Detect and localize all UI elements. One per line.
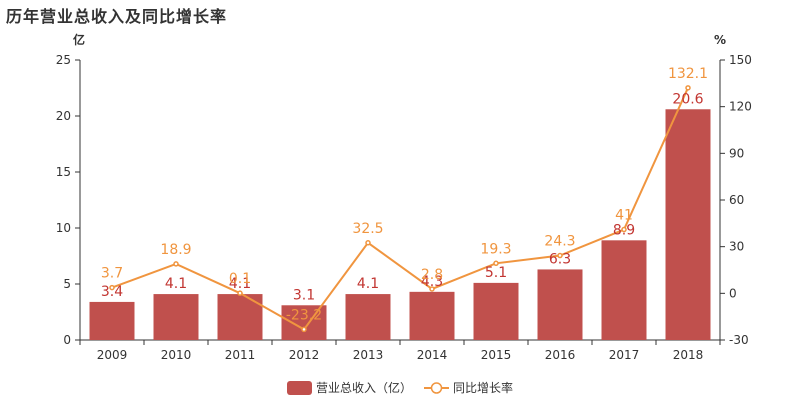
x-tick-label: 2014 bbox=[417, 348, 448, 362]
y-tick-label-right: 90 bbox=[729, 146, 744, 160]
bar-value-label: 3.4 bbox=[101, 284, 123, 300]
line-point bbox=[493, 260, 499, 267]
x-tick-label: 2016 bbox=[545, 348, 576, 362]
line-value-label: 32.5 bbox=[352, 221, 383, 237]
y-axis-left-unit: 亿 bbox=[73, 32, 85, 47]
line-value-label: 2.8 bbox=[421, 267, 443, 283]
line-point bbox=[365, 240, 371, 246]
y-tick-label-left: 20 bbox=[56, 109, 71, 123]
line-value-label: 18.9 bbox=[160, 242, 191, 258]
y-tick-label-left: 10 bbox=[56, 221, 71, 235]
line-value-label: -23.2 bbox=[286, 307, 322, 323]
bar-value-label: 4.1 bbox=[357, 276, 379, 292]
bar bbox=[409, 291, 455, 340]
x-tick-label: 2017 bbox=[609, 348, 640, 362]
x-tick-label: 2015 bbox=[481, 348, 512, 362]
legend-line-marker[interactable] bbox=[430, 382, 443, 394]
x-tick-label: 2012 bbox=[289, 348, 320, 362]
bar bbox=[89, 301, 135, 340]
y-tick-label-left: 15 bbox=[56, 165, 71, 179]
x-tick-label: 2009 bbox=[97, 348, 128, 362]
bar-value-label: 4.3 bbox=[421, 274, 443, 290]
line-value-label: 41 bbox=[615, 208, 633, 224]
line-point bbox=[109, 284, 115, 291]
line-value-label: 19.3 bbox=[480, 241, 511, 257]
bar bbox=[537, 269, 583, 340]
bar-value-label: 3.1 bbox=[293, 287, 315, 303]
line-point bbox=[173, 261, 179, 267]
line-point bbox=[301, 326, 307, 333]
line-value-label: 132.1 bbox=[668, 66, 708, 82]
line-path bbox=[111, 87, 689, 331]
line-point bbox=[429, 286, 435, 292]
y-tick-label-right: 150 bbox=[729, 53, 752, 67]
bar bbox=[153, 294, 199, 340]
bar bbox=[665, 109, 711, 340]
bar bbox=[281, 305, 327, 340]
data-labels: 3.4 4.1 4.1 3.1 4.1 4.3 5.1 6.3 8.9 20.6 3.7 18.9 0.… bbox=[101, 66, 708, 324]
bar-value-label: 4.1 bbox=[229, 276, 251, 292]
bar-value-label: 4.1 bbox=[165, 276, 187, 292]
line-value-label: 0.1 bbox=[229, 271, 251, 287]
bar bbox=[345, 294, 391, 340]
y-tick-label-left: 0 bbox=[63, 333, 71, 347]
line-value-label: 3.7 bbox=[101, 266, 123, 282]
y-tick-label-left: 25 bbox=[56, 53, 71, 67]
bar-value-label: 6.3 bbox=[549, 251, 571, 267]
y-tick-label-right: -30 bbox=[729, 333, 749, 347]
x-tick-label: 2013 bbox=[353, 348, 384, 362]
y-tick-label-right: 120 bbox=[729, 100, 752, 114]
bar-value-label: 8.9 bbox=[613, 222, 635, 238]
y-tick-label-right: 0 bbox=[729, 286, 737, 300]
x-tick-label: 2010 bbox=[161, 348, 192, 362]
chart-title: 历年营业总收入及同比增长率 bbox=[6, 7, 228, 26]
line-value-label: 24.3 bbox=[544, 234, 575, 250]
x-tick-label: 2018 bbox=[673, 348, 704, 362]
bar-value-label: 5.1 bbox=[485, 265, 507, 281]
legend[interactable]: 营业总收入（亿） 同比增长率 bbox=[287, 380, 513, 395]
x-tick-label: 2011 bbox=[225, 348, 256, 362]
line-series bbox=[109, 85, 691, 333]
line-point bbox=[621, 226, 627, 233]
line-point bbox=[685, 85, 691, 91]
y-tick-label-right: 60 bbox=[729, 193, 744, 207]
bar bbox=[473, 282, 519, 340]
y-tick-label-right: 30 bbox=[729, 240, 744, 254]
legend-bar-label: 营业总收入（亿） bbox=[316, 380, 412, 395]
bar-value-label: 20.6 bbox=[672, 91, 703, 107]
y-axis-right-unit: % bbox=[714, 33, 726, 47]
legend-bar-swatch[interactable] bbox=[287, 381, 312, 395]
legend-line-label: 同比增长率 bbox=[453, 380, 513, 395]
line-point bbox=[557, 252, 563, 259]
line-point bbox=[237, 290, 243, 296]
y-tick-label-left: 5 bbox=[63, 277, 71, 291]
bar bbox=[601, 240, 647, 340]
